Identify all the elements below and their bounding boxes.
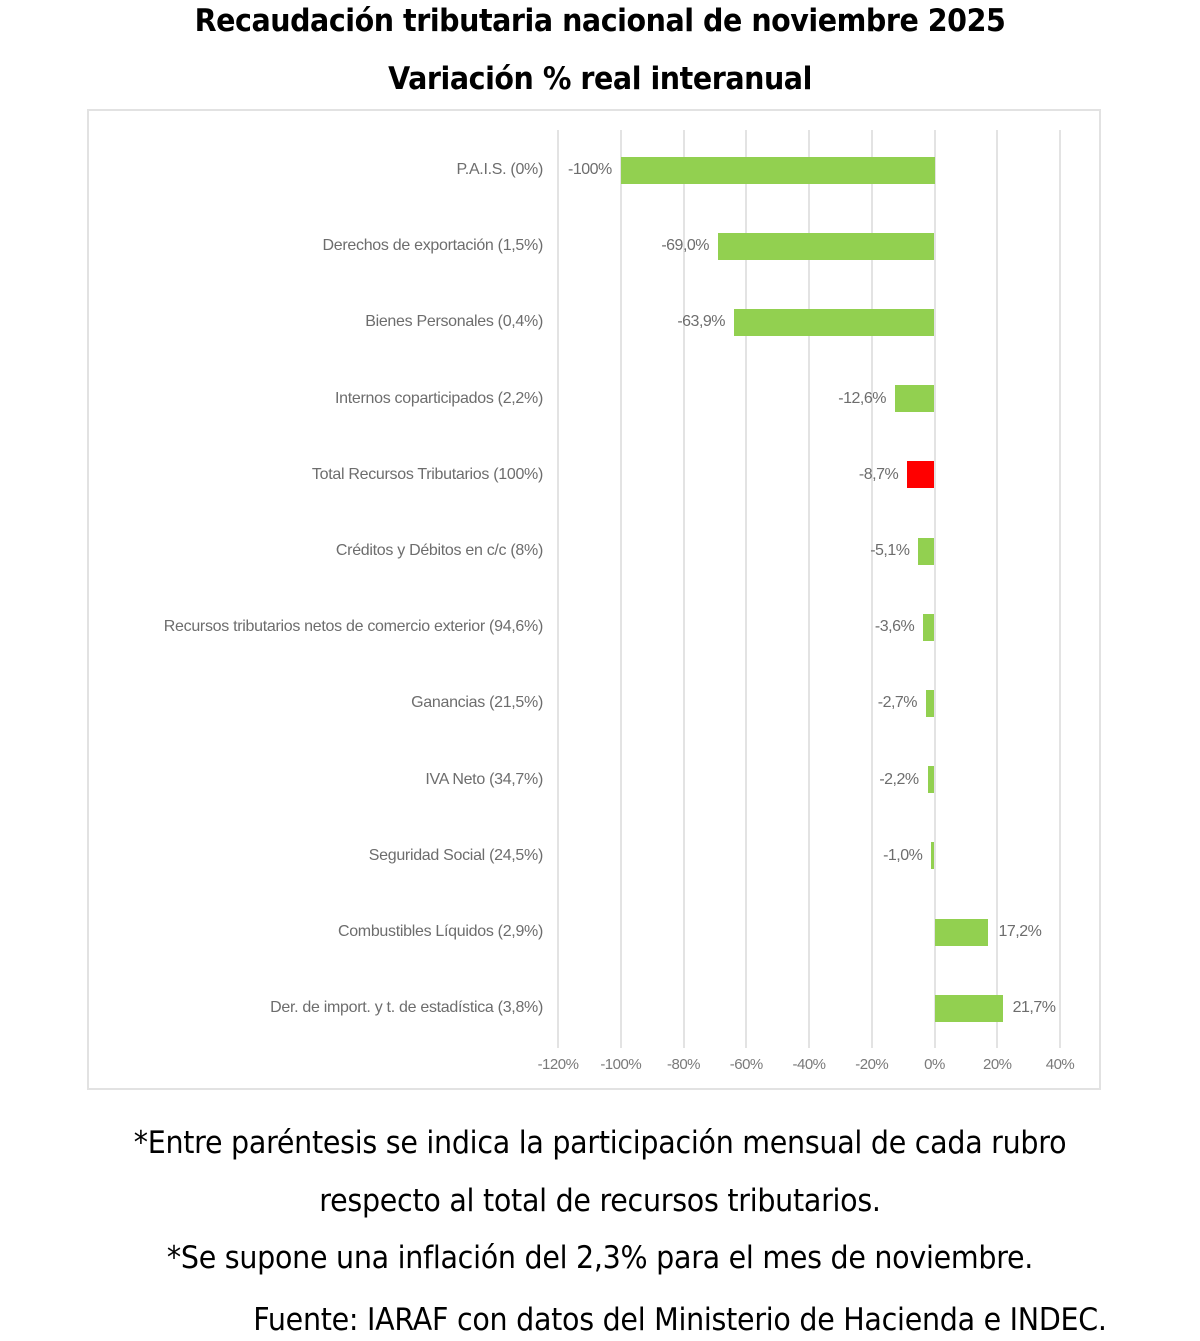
category-label: Total Recursos Tributarios (100%) — [311, 465, 543, 483]
x-gridline — [933, 130, 936, 1048]
bar — [894, 385, 935, 413]
bar — [734, 308, 935, 336]
bar — [926, 689, 935, 717]
value-label: -1,0% — [883, 846, 923, 864]
x-gridline — [870, 130, 873, 1048]
bar — [934, 918, 989, 946]
category-label: Derechos de exportación (1,5%) — [322, 237, 544, 255]
value-label: -69,0% — [661, 237, 710, 255]
x-gridline — [996, 130, 999, 1048]
x-gridline — [1059, 130, 1061, 1048]
value-label: -2,2% — [879, 770, 919, 788]
chart-frame — [87, 109, 1101, 1090]
bar — [620, 156, 935, 184]
x-tick-label: -20% — [855, 1056, 889, 1073]
x-tick-label: 0% — [924, 1056, 945, 1073]
value-label: 21,7% — [1012, 999, 1056, 1017]
bar-total — [907, 461, 935, 489]
bar — [918, 537, 935, 565]
x-gridline — [808, 130, 810, 1048]
x-gridline — [682, 130, 685, 1048]
value-label: -63,9% — [677, 313, 726, 331]
bar — [718, 232, 935, 260]
x-gridline — [557, 130, 559, 1048]
value-label: 17,2% — [998, 923, 1042, 940]
x-gridline — [745, 130, 748, 1048]
footnote-inflation: *Se supone una inflación del 2,3% para e… — [166, 1240, 1034, 1276]
x-tick-label: 40% — [1045, 1056, 1075, 1073]
category-label: Bienes Personales (0,4%) — [365, 313, 543, 331]
x-tick-label: -120% — [537, 1056, 579, 1073]
x-tick-label: -60% — [729, 1056, 764, 1073]
value-label: -5,1% — [870, 542, 910, 559]
footnote-participation-line2: respecto al total de recursos tributario… — [319, 1183, 881, 1219]
footnote-participation-line1: *Entre paréntesis se indica la participa… — [133, 1125, 1067, 1161]
x-tick-label: -40% — [792, 1056, 826, 1073]
bar — [934, 994, 1003, 1022]
bar — [931, 842, 935, 870]
value-label: -3,6% — [874, 618, 915, 636]
x-tick-label: -80% — [666, 1056, 701, 1073]
value-label: -8,7% — [858, 465, 899, 483]
category-label: Seguridad Social (24,5%) — [368, 846, 544, 864]
chart-subtitle: Variación % real interanual — [388, 61, 812, 97]
bar — [927, 766, 935, 794]
category-label: Ganancias (21,5%) — [411, 694, 543, 712]
category-label: Internos coparticipados (2,2%) — [334, 389, 543, 407]
source-note: Fuente: IARAF con datos del Ministerio d… — [253, 1302, 1107, 1338]
x-tick-label: 20% — [982, 1056, 1012, 1073]
category-label: Créditos y Débitos en c/c (8%) — [335, 542, 543, 559]
category-label: IVA Neto (34,7%) — [425, 770, 543, 788]
x-tick-label: -100% — [600, 1056, 642, 1073]
category-label: Recursos tributarios netos de comercio e… — [163, 618, 544, 636]
category-label: Der. de import. y t. de estadística (3,8… — [270, 999, 543, 1017]
category-label: Combustibles Líquidos (2,9%) — [337, 923, 543, 940]
value-label: -100% — [568, 161, 612, 178]
value-label: -2,7% — [877, 694, 918, 712]
value-label: -12,6% — [838, 389, 886, 407]
bar — [923, 613, 935, 641]
category-label: P.A.I.S. (0%) — [456, 161, 543, 178]
x-gridline — [619, 130, 622, 1048]
chart-title: Recaudación tributaria nacional de novie… — [194, 3, 1006, 39]
